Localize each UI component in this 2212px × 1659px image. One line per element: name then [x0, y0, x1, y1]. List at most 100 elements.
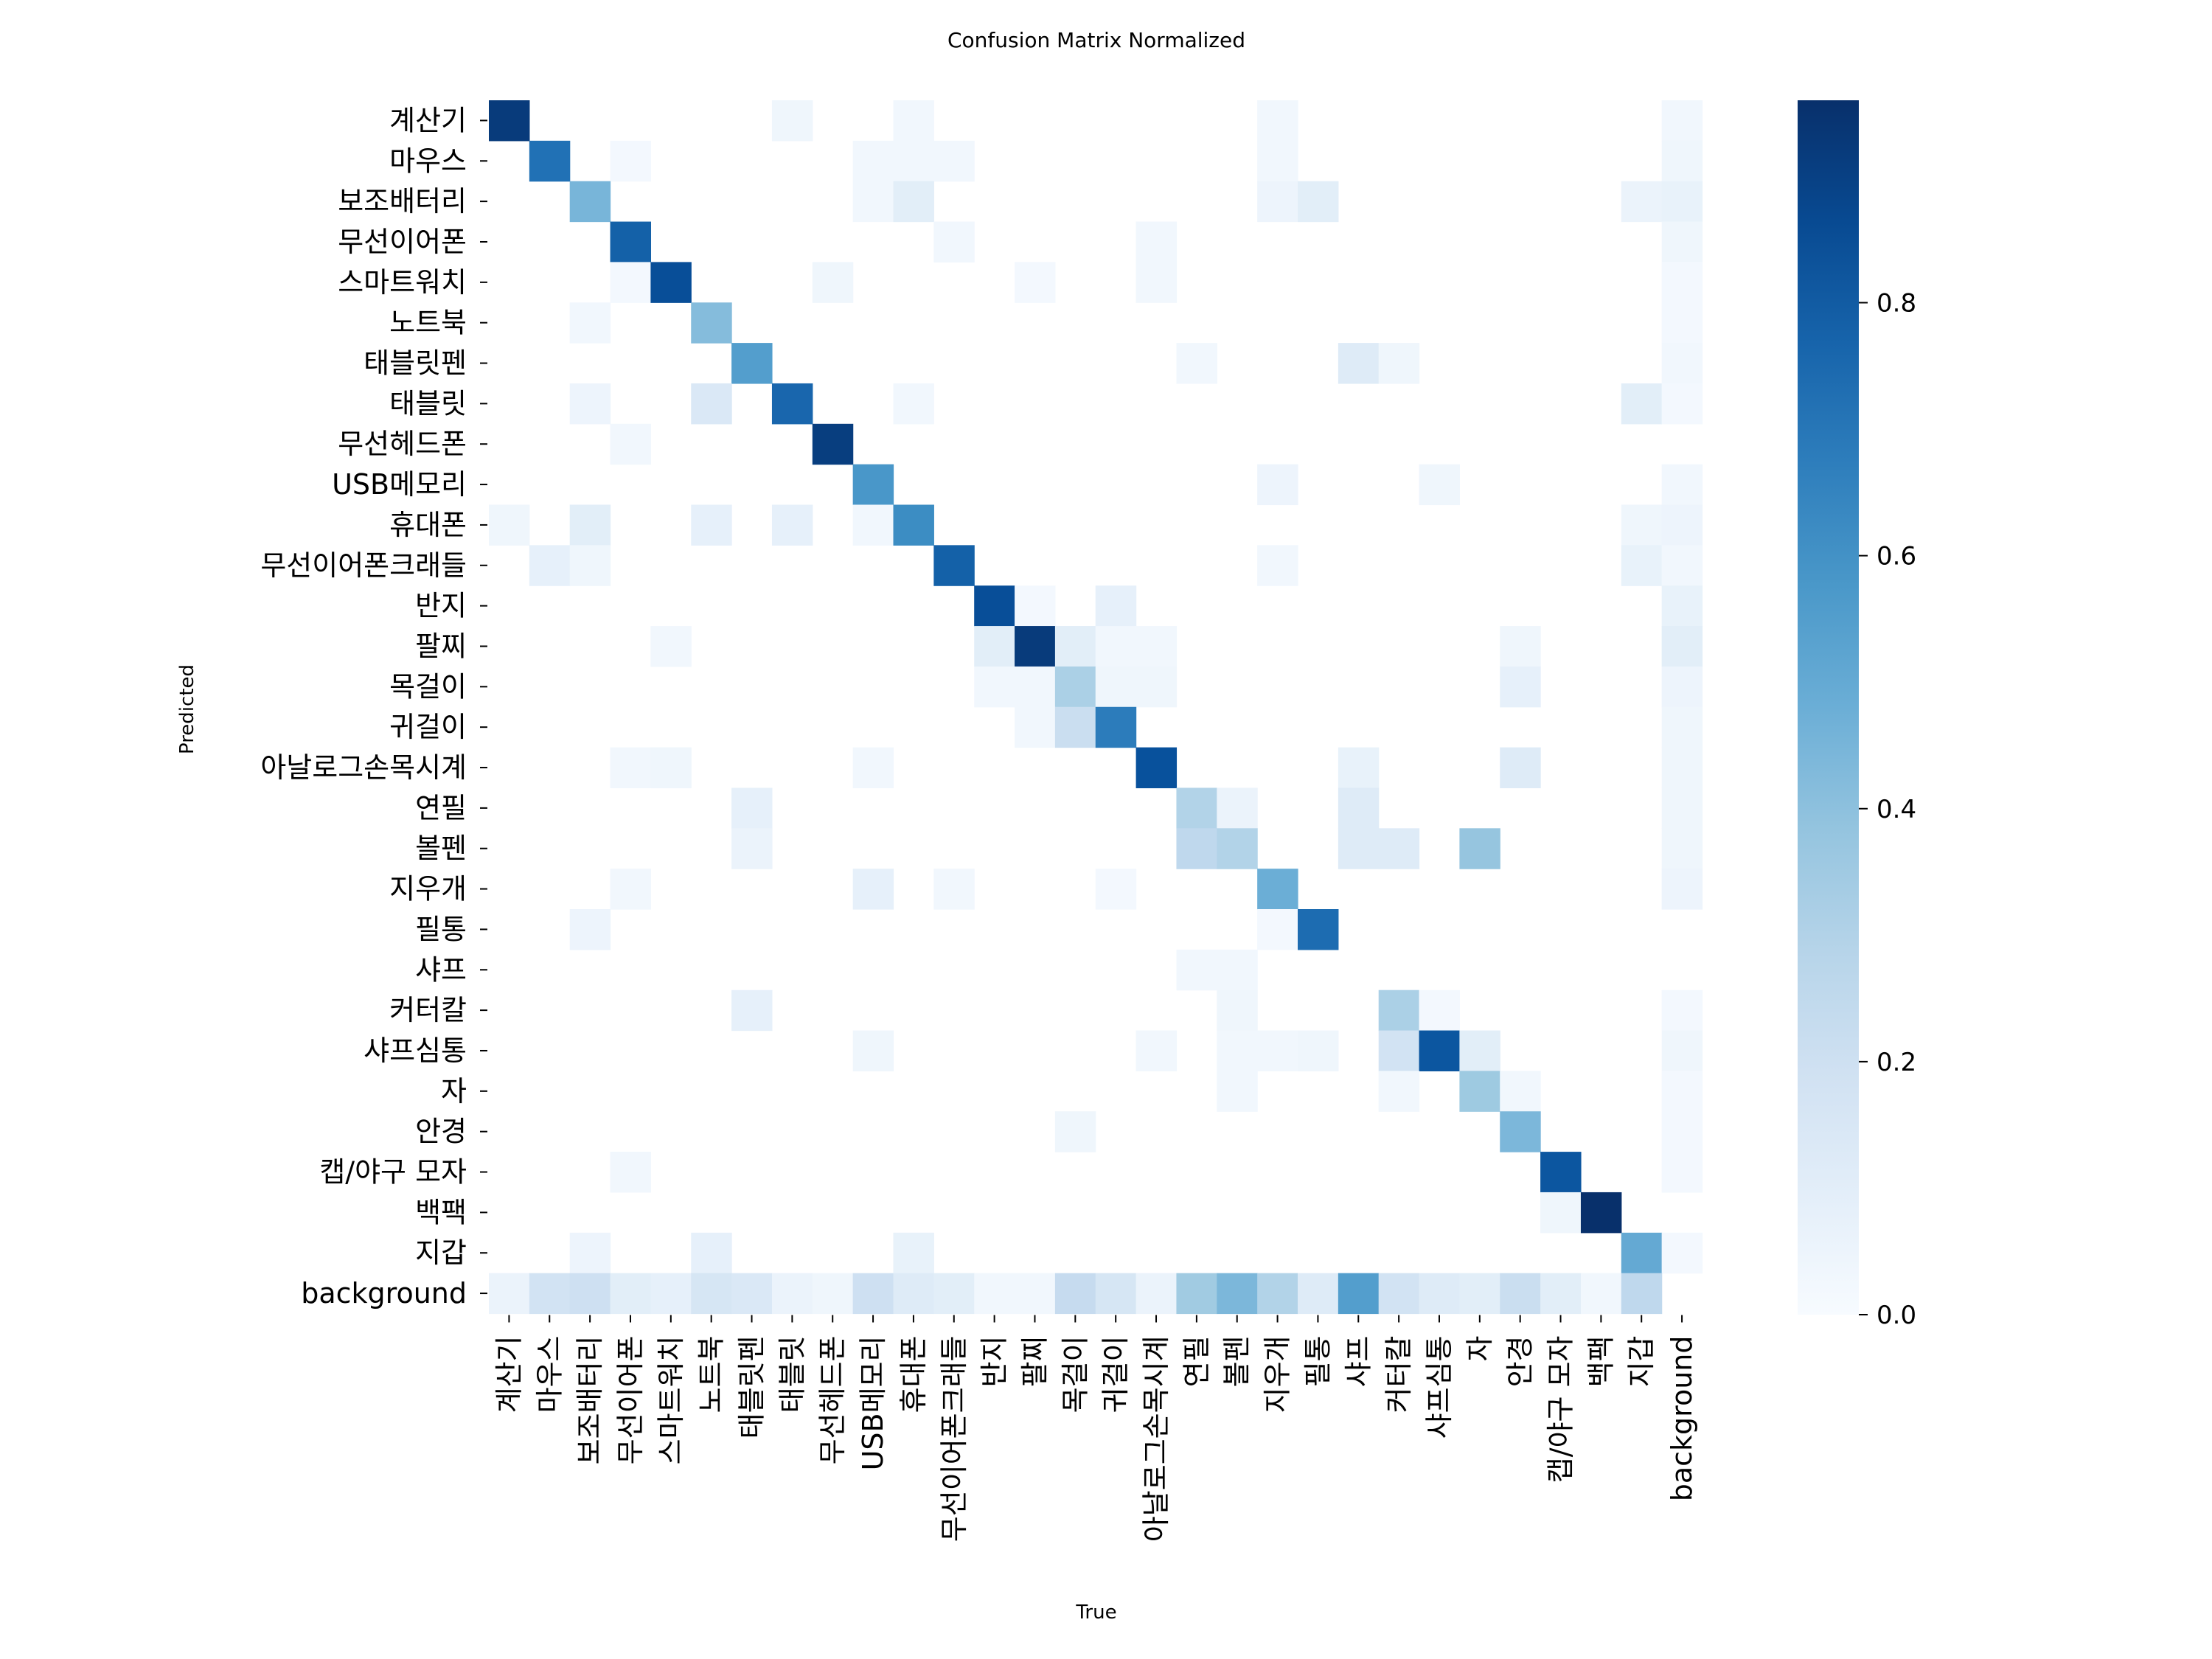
heatmap-cell — [1176, 1273, 1217, 1315]
x-tick-label: 태블릿 — [776, 1336, 808, 1413]
heatmap-cell — [529, 140, 571, 182]
heatmap-cell — [1661, 828, 1703, 869]
heatmap-cell — [1054, 666, 1096, 708]
heatmap-cell — [569, 1232, 611, 1274]
heatmap-cell — [1661, 302, 1703, 344]
colorbar-tick-label: 0.4 — [1877, 795, 1916, 824]
heatmap-cell — [812, 1273, 854, 1315]
heatmap-cell — [691, 1232, 732, 1274]
x-tick-label: 스마트워치 — [655, 1336, 687, 1465]
heatmap-cell — [1500, 1273, 1541, 1315]
heatmap-cell — [1661, 626, 1703, 667]
heatmap-cell — [1661, 181, 1703, 223]
y-tick-label: 커터칼 — [389, 994, 467, 1026]
heatmap-cell — [610, 869, 651, 910]
heatmap-cell — [1419, 464, 1460, 506]
heatmap-cell — [812, 423, 854, 465]
y-tick-label: 무선이어폰크래들 — [260, 549, 467, 582]
heatmap-cell — [691, 1273, 732, 1315]
y-tick-label: 연필 — [415, 792, 467, 824]
x-tick-label: 샤프 — [1342, 1336, 1374, 1388]
heatmap-cell — [893, 181, 934, 223]
heatmap-cell — [933, 1273, 975, 1315]
heatmap-cell — [852, 869, 894, 910]
heatmap-cell — [1338, 747, 1380, 789]
heatmap-cell — [489, 504, 530, 546]
heatmap-cell — [1378, 1273, 1420, 1315]
colorbar-ticks: 0.0 0.2 0.4 0.6 0.8 — [1859, 289, 1916, 1330]
y-tick-label: 스마트워치 — [338, 266, 467, 299]
heatmap-cell — [1419, 990, 1460, 1032]
heatmap-cell — [610, 140, 651, 182]
heatmap-cell — [974, 666, 1015, 708]
x-tick-label: 귀걸이 — [1099, 1336, 1132, 1413]
x-tick-label: 무선헤드폰 — [816, 1336, 849, 1465]
y-tick-label: 샤프 — [415, 953, 467, 986]
heatmap-cell — [1298, 1273, 1339, 1315]
heatmap-cell — [1661, 262, 1703, 303]
y-tick-label: 무선이어폰 — [338, 226, 467, 258]
heatmap-cell — [1661, 787, 1703, 829]
heatmap-cell — [1621, 1273, 1663, 1315]
heatmap-cell — [1135, 1273, 1178, 1315]
heatmap-cell — [1661, 464, 1703, 506]
heatmap-cell — [610, 423, 651, 465]
x-tick-label: 자 — [1464, 1336, 1496, 1362]
heatmap-cell — [771, 1273, 813, 1315]
heatmap-cell — [731, 343, 773, 384]
heatmap-cell — [610, 747, 651, 789]
heatmap-cell — [1661, 747, 1703, 789]
heatmap-cell — [691, 383, 732, 425]
heatmap-cell — [1257, 100, 1298, 142]
heatmap-cell — [1661, 1071, 1703, 1112]
heatmap-cell — [1378, 343, 1420, 384]
y-tick-label: 자 — [441, 1075, 467, 1107]
y-tick-label: background — [301, 1277, 467, 1310]
heatmap-cell — [1459, 828, 1500, 869]
x-tick-label: 계산기 — [493, 1336, 525, 1413]
heatmap-cell — [1338, 343, 1380, 384]
heatmap-cell — [812, 262, 854, 303]
heatmap-cell — [1257, 1030, 1298, 1071]
heatmap-cell — [1338, 828, 1380, 869]
heatmap-cell — [1540, 1273, 1582, 1315]
heatmap-cell — [1661, 545, 1703, 586]
x-tick-label: 마우스 — [533, 1336, 566, 1413]
heatmap-cell — [1095, 626, 1137, 667]
heatmap-cell — [1257, 869, 1298, 910]
heatmap-cell — [489, 100, 530, 142]
heatmap-cell — [852, 464, 894, 506]
heatmap-cell — [852, 747, 894, 789]
heatmap-cell — [1015, 262, 1056, 303]
x-tick-label: 휴대폰 — [897, 1336, 930, 1413]
heatmap-cell — [1500, 1111, 1541, 1152]
heatmap-cell — [1378, 1071, 1420, 1112]
heatmap-cell — [1217, 1273, 1258, 1315]
heatmap-cell — [1015, 626, 1056, 667]
heatmap-cell — [1661, 666, 1703, 708]
x-tick-label: 무선이어폰 — [614, 1336, 647, 1465]
heatmap-cell — [1135, 262, 1178, 303]
x-tick-label: 태블릿펜 — [736, 1336, 768, 1439]
heatmap-cell — [1257, 464, 1298, 506]
y-tick-label: 마우스 — [389, 145, 467, 177]
heatmap-cells — [489, 100, 1703, 1315]
heatmap-cell — [691, 504, 732, 546]
heatmap-cell — [1176, 828, 1217, 869]
x-tick-label: 보조배터리 — [574, 1336, 606, 1465]
heatmap-cell — [1217, 1071, 1258, 1112]
heatmap-cell — [974, 1273, 1015, 1315]
heatmap-cell — [1015, 706, 1056, 748]
y-tick-label: 캡/야구 모자 — [319, 1156, 467, 1189]
heatmap-cell — [1257, 909, 1298, 950]
heatmap-cell — [771, 100, 813, 142]
heatmap-cell — [650, 626, 692, 667]
heatmap-cell — [1095, 706, 1137, 748]
x-tick-label: 팔찌 — [1019, 1336, 1051, 1388]
heatmap-cell — [1419, 1030, 1460, 1071]
heatmap-cell — [1459, 1071, 1500, 1112]
heatmap-cell — [1217, 990, 1258, 1032]
heatmap-cell — [731, 787, 773, 829]
heatmap-cell — [1217, 949, 1258, 991]
heatmap-cell — [1015, 585, 1056, 627]
